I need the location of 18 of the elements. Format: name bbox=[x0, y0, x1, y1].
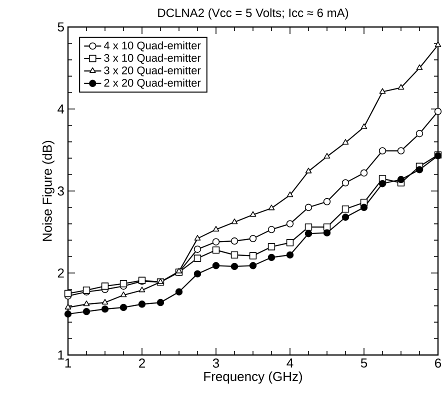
y-tick-label: 4 bbox=[58, 104, 64, 114]
y-axis-title: Noise Figure (dB) bbox=[42, 140, 54, 241]
x-tick-label: 2 bbox=[139, 358, 145, 368]
legend-label: 3 x 20 Quad-emitter bbox=[104, 66, 201, 76]
legend-label: 2 x 20 Quad-emitter bbox=[104, 78, 201, 89]
legend-label: 3 x 10 Quad-emitter bbox=[104, 54, 201, 64]
x-tick-label: 1 bbox=[65, 358, 71, 368]
x-tick-label: 6 bbox=[435, 358, 442, 368]
x-tick-label: 4 bbox=[286, 358, 294, 368]
y-tick-label: 1 bbox=[58, 350, 64, 360]
y-tick-label: 5 bbox=[58, 22, 64, 32]
y-tick-label: 3 bbox=[58, 186, 64, 196]
x-tick-label: 5 bbox=[360, 358, 368, 368]
y-tick-label: 2 bbox=[58, 268, 64, 278]
x-axis-title: Frequency (GHz) bbox=[204, 372, 302, 384]
legend-label: 4 x 10 Quad-emitter bbox=[104, 41, 201, 52]
chart-title: DCLNA2 (Vcc = 5 Volts; Icc ≈ 6 mA) bbox=[158, 8, 348, 20]
x-tick-label: 3 bbox=[212, 358, 220, 368]
